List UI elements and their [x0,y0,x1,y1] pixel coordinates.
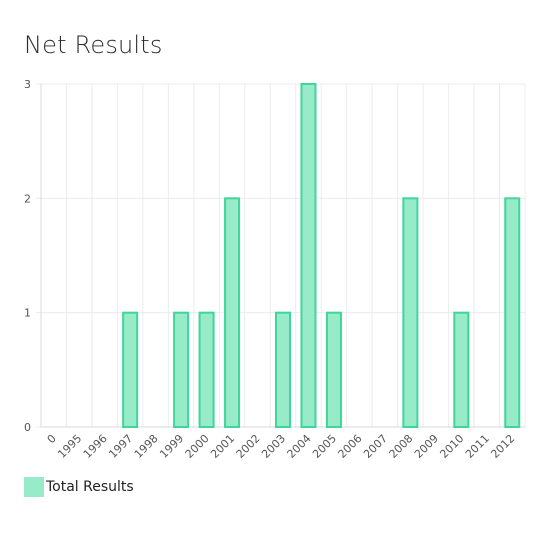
y-tick-label: 1 [24,307,31,320]
bar [198,311,215,428]
chart-title: Net Results [24,31,163,59]
x-tick-label: 2003 [259,432,288,461]
x-tick-label: 2005 [310,432,339,461]
bar [224,197,241,428]
x-tick-label: 1999 [157,432,186,461]
bar [402,197,419,428]
x-tick-label: 2004 [285,432,314,461]
x-tick-label: 1997 [106,432,135,461]
x-tick-label: 2010 [437,432,466,461]
x-tick-label: 2000 [183,432,212,461]
y-tick-label: 0 [24,421,31,434]
x-tick-label: 2001 [208,432,237,461]
bar [274,311,292,428]
x-tick-label: 0 [45,432,59,446]
bar [325,311,342,428]
x-tick-label: 1995 [55,432,84,461]
y-tick-label: 2 [24,192,31,205]
x-tick-label: 2002 [234,432,263,461]
x-tick-label: 2009 [412,432,441,461]
x-tick-label: 2011 [463,432,492,461]
bar [453,311,470,428]
legend-label: Total Results [46,479,134,495]
bar [300,83,317,428]
bar [173,311,190,428]
legend-swatch [24,477,44,497]
y-tick-label: 3 [24,78,31,91]
bar [122,311,139,428]
x-tick-label: 2006 [336,432,365,461]
legend: Total Results [24,477,134,497]
x-tick-label: 1998 [132,432,161,461]
x-tick-label: 2012 [488,432,517,461]
bar [504,197,521,428]
x-tick-label: 2008 [386,432,415,461]
x-tick-label: 1996 [81,432,110,461]
x-tick-label: 2007 [361,432,390,461]
